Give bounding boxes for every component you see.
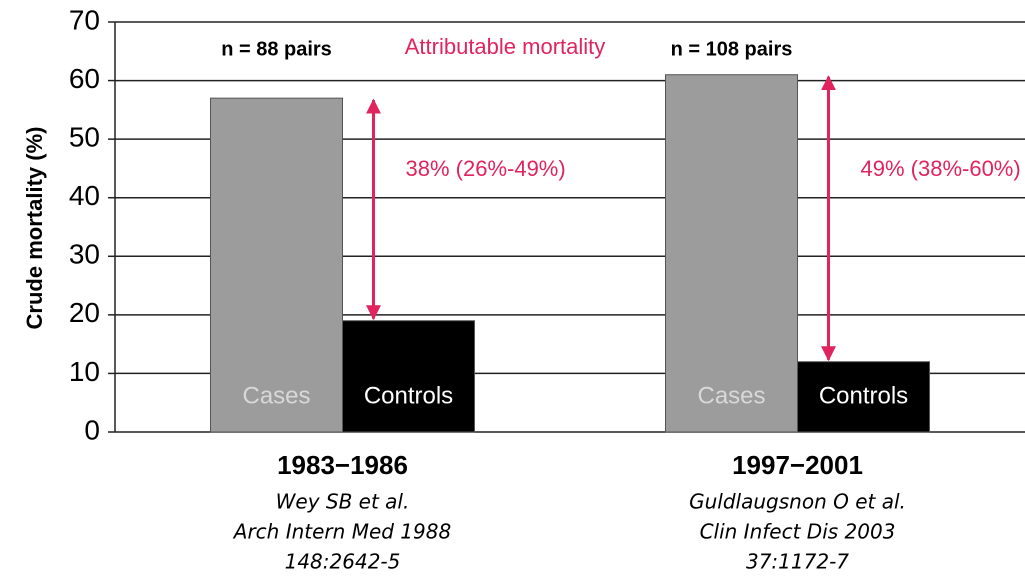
y-axis-label: Crude mortality (%) — [22, 127, 47, 330]
reference: 148:2642-5 — [285, 550, 401, 574]
y-tick-label: 40 — [69, 180, 100, 211]
bar-label: Cases — [697, 382, 765, 409]
difference-label: 38% (26%-49%) — [406, 156, 566, 181]
reference: Clin Infect Dis 2003 — [700, 520, 896, 544]
difference-label: 49% (38%-60%) — [861, 156, 1021, 181]
annotation-title: Attributable mortality — [405, 34, 606, 59]
bar — [665, 74, 798, 433]
y-tick-label: 10 — [69, 356, 100, 387]
y-tick-label: 30 — [69, 239, 100, 270]
reference: Arch Intern Med 1988 — [232, 520, 451, 544]
y-tick-label: 70 — [69, 4, 100, 35]
bar — [210, 97, 343, 433]
bar-label: Cases — [242, 382, 310, 409]
reference: 37:1172-7 — [746, 550, 849, 574]
bar — [342, 320, 475, 433]
x-tick-label: 1983−1986 — [277, 450, 408, 480]
pair-label: n = 108 pairs — [671, 38, 793, 60]
y-tick-label: 0 — [84, 414, 100, 445]
reference: Wey SB et al. — [276, 490, 410, 514]
pair-label: n = 88 pairs — [221, 38, 332, 60]
x-tick-label: 1997−2001 — [732, 450, 863, 480]
y-tick-label: 20 — [69, 297, 100, 328]
reference: Guldlaugsnon O et al. — [689, 490, 906, 514]
bar-label: Controls — [364, 382, 453, 409]
bar-label: Controls — [819, 382, 908, 409]
y-tick-label: 60 — [69, 63, 100, 94]
y-tick-label: 50 — [69, 122, 100, 153]
bar — [797, 361, 930, 433]
